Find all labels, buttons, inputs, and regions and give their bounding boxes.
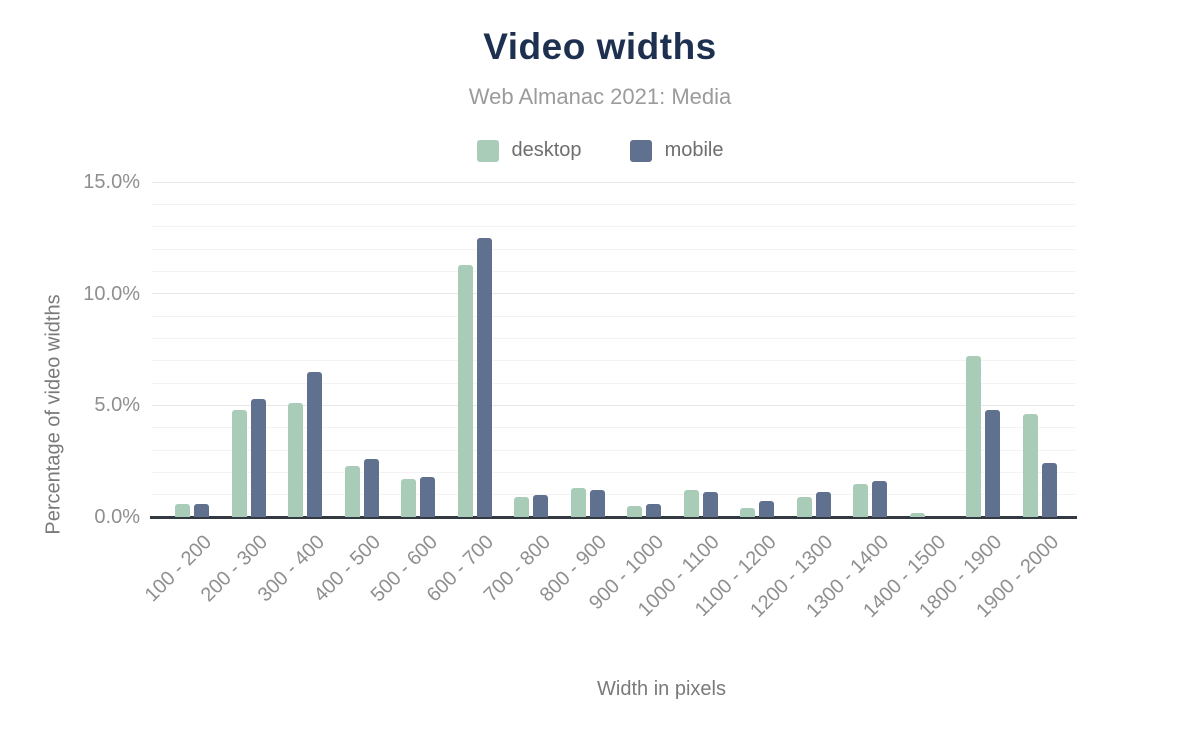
bar-mobile — [420, 476, 436, 517]
gridline — [152, 360, 1075, 362]
bar-mobile — [872, 481, 888, 517]
bar-desktop — [231, 409, 247, 517]
chart-title: Video widths — [483, 26, 717, 67]
gridline — [152, 270, 1075, 272]
legend-label-mobile: mobile — [664, 139, 724, 161]
gridline — [152, 494, 1075, 496]
bar-mobile — [1041, 463, 1057, 517]
bar-mobile — [476, 237, 492, 517]
plot-area: 100 - 200 200 - 300 300 - 400 400 - 500 500 … — [140, 181, 1077, 622]
bar-desktop — [683, 490, 699, 517]
bar-desktop — [175, 503, 191, 517]
y-axis-tick-labels: 0.0% 5.0% 10.0% 15.0% — [0, 172, 140, 527]
chart-subtitle: Web Almanac 2021: Media — [468, 84, 732, 109]
bar-mobile — [363, 458, 379, 517]
bar-desktop — [966, 356, 982, 517]
bar-mobile — [646, 503, 662, 517]
bar-mobile — [307, 371, 323, 517]
bar-mobile — [589, 490, 605, 517]
gridline — [152, 248, 1075, 250]
bar-mobile — [985, 409, 1001, 517]
gridline — [152, 315, 1075, 317]
desktop-swatch-icon — [476, 139, 499, 162]
gridline — [152, 471, 1075, 473]
bar-mobile — [250, 398, 266, 517]
gridline — [152, 293, 1075, 295]
legend: desktop mobile — [0, 139, 1200, 162]
legend-item-mobile: mobile — [629, 139, 724, 162]
bar-desktop — [853, 483, 869, 517]
x-axis-line — [150, 516, 1077, 519]
bar-desktop — [570, 487, 586, 517]
bar-mobile — [533, 494, 549, 517]
gridline — [152, 382, 1075, 384]
bar-desktop — [740, 508, 756, 517]
gridline — [152, 427, 1075, 429]
y-axis-tick-label: 0.0% — [94, 506, 140, 528]
gridline — [152, 181, 1075, 183]
bar-mobile — [194, 503, 210, 517]
mobile-swatch-icon — [629, 139, 652, 162]
bar-desktop — [796, 496, 812, 517]
bar-desktop — [514, 496, 530, 517]
bar-mobile — [815, 492, 831, 517]
legend-label-desktop: desktop — [511, 139, 582, 161]
bar-desktop — [344, 465, 360, 517]
bar-mobile — [759, 501, 775, 517]
bar-desktop — [1022, 414, 1038, 517]
bar-desktop — [627, 505, 643, 517]
gridline — [152, 449, 1075, 451]
gridline — [152, 226, 1075, 228]
bar-desktop — [909, 512, 925, 517]
bar-desktop — [288, 403, 304, 517]
gridline — [152, 404, 1075, 406]
bar-desktop — [401, 479, 417, 517]
bar-desktop — [457, 264, 473, 517]
bar-mobile — [702, 492, 718, 517]
y-axis-tick-label: 15.0% — [83, 171, 140, 193]
x-axis-title: Width in pixels — [597, 678, 726, 700]
gridline — [152, 337, 1075, 339]
gridline — [152, 203, 1075, 205]
y-axis-tick-label: 5.0% — [94, 394, 140, 417]
legend-item-desktop: desktop — [476, 139, 582, 162]
y-axis-tick-label: 10.0% — [83, 282, 140, 305]
